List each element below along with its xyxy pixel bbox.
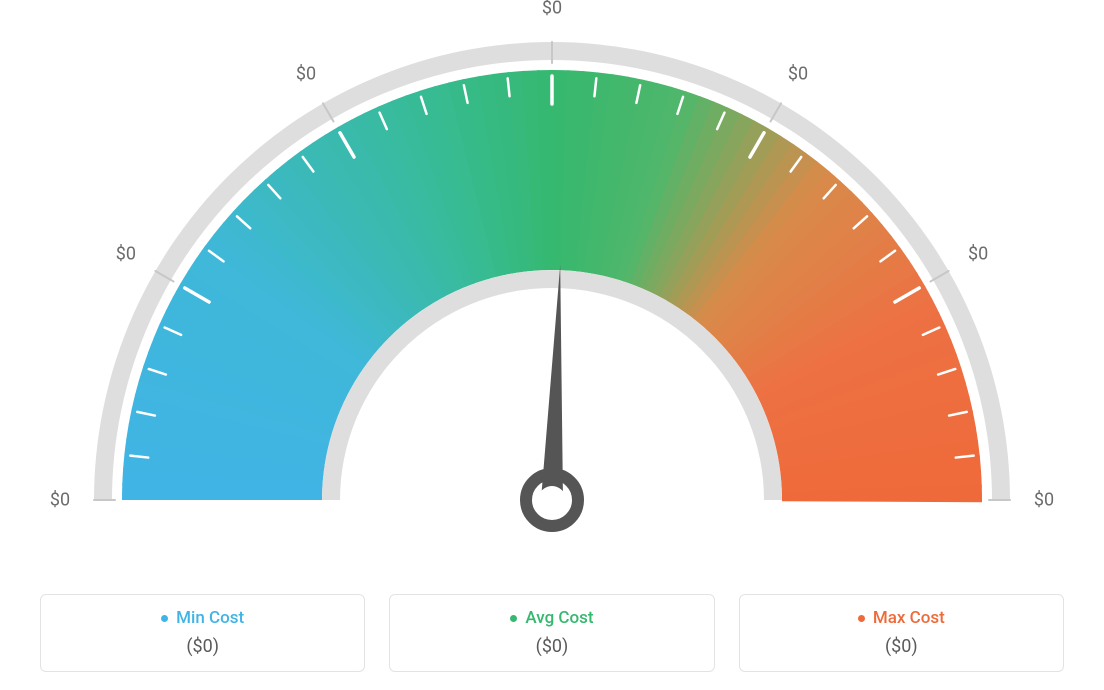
legend-value-avg: ($0): [400, 636, 703, 657]
legend-dot-min: [161, 615, 168, 622]
legend-label-min: Min Cost: [176, 608, 244, 628]
legend-title-min: Min Cost: [161, 608, 244, 628]
legend-value-max: ($0): [750, 636, 1053, 657]
legend-value-min: ($0): [51, 636, 354, 657]
gauge-tick-label: $0: [116, 244, 136, 265]
legend-label-avg: Avg Cost: [525, 608, 593, 628]
legend-row: Min Cost ($0) Avg Cost ($0) Max Cost ($0…: [40, 594, 1064, 673]
gauge-tick-label: $0: [788, 63, 808, 84]
legend-dot-avg: [510, 615, 517, 622]
legend-title-max: Max Cost: [858, 608, 945, 628]
legend-dot-max: [858, 615, 865, 622]
legend-card-avg: Avg Cost ($0): [389, 594, 714, 673]
legend-label-max: Max Cost: [873, 608, 945, 628]
gauge-container: $0 $0 $0 $0 $0 $0 $0: [0, 0, 1104, 560]
gauge-tick-label: $0: [50, 490, 70, 511]
gauge-tick-label: $0: [1034, 490, 1054, 511]
legend-card-max: Max Cost ($0): [739, 594, 1064, 673]
gauge-tick-label: $0: [968, 244, 988, 265]
legend-card-min: Min Cost ($0): [40, 594, 365, 673]
cost-gauge: [0, 0, 1104, 560]
legend-title-avg: Avg Cost: [510, 608, 593, 628]
gauge-tick-label: $0: [542, 0, 562, 19]
gauge-tick-label: $0: [296, 63, 316, 84]
